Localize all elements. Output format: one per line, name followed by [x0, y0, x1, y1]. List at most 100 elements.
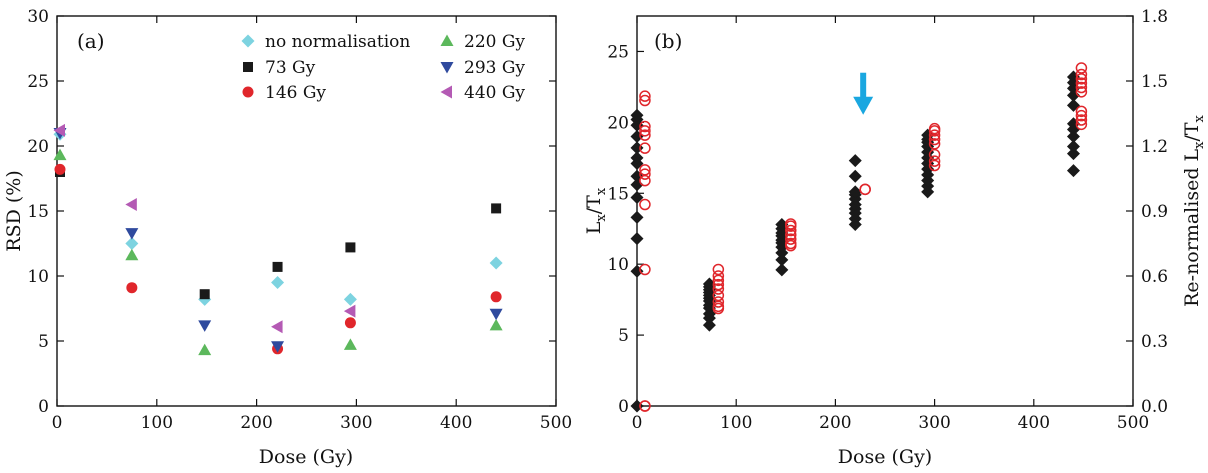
data-point [785, 229, 797, 241]
x-tick-label: 0 [632, 413, 643, 433]
data-point [712, 270, 725, 282]
data-point [630, 210, 644, 224]
data-point [639, 120, 651, 133]
y-tick-label: 0.6 [1141, 267, 1168, 287]
legend-label: 146 Gy [265, 83, 326, 103]
y-tick-label: 10 [27, 267, 49, 287]
data-point [198, 320, 212, 332]
y-tick-label: 0 [38, 397, 49, 417]
data-point [1075, 105, 1088, 118]
legend-marker [440, 85, 452, 99]
data-point [712, 283, 725, 295]
y-tick-label: 5 [618, 326, 629, 346]
y-tick-label: 5 [38, 332, 49, 352]
data-point [928, 155, 941, 167]
data-point [1075, 118, 1088, 131]
y-tick-label: 25 [27, 72, 49, 92]
data-point [1075, 77, 1088, 89]
data-point [1075, 81, 1088, 94]
data-point [639, 94, 651, 107]
y-tick-label: 15 [607, 184, 629, 204]
data-point [928, 129, 941, 141]
y-tick-label: 1.8 [1141, 7, 1168, 27]
legend-marker [243, 62, 253, 72]
panel-b-y2label: Re-normalised Lx/Tx [1181, 114, 1207, 306]
y-tick-label: 30 [27, 7, 49, 27]
data-point [859, 183, 871, 196]
data-point [639, 142, 651, 154]
arrow-head [853, 96, 874, 115]
panel-b-ylabel: Lx/Tx [583, 187, 609, 234]
y-tick-label: 0.3 [1141, 332, 1168, 352]
panel-b-label: (b) [654, 29, 682, 53]
data-point [639, 164, 651, 176]
data-point [785, 218, 797, 230]
panel-a-x-axis: 0 100 200 300 400 500 [52, 16, 572, 433]
data-point [489, 256, 503, 270]
y-tick-label: 20 [27, 137, 49, 157]
data-point [489, 308, 503, 321]
data-point [125, 228, 139, 240]
data-point [199, 289, 210, 300]
ylabel-lx-tx: Lx/Tx [583, 187, 609, 234]
x-tick-label: 200 [240, 413, 272, 433]
panel-a-ylabel: RSD (%) [3, 170, 25, 251]
data-point [1066, 147, 1080, 161]
data-point [639, 125, 651, 137]
x-tick-label: 400 [440, 413, 472, 433]
panel-a-label: (a) [77, 29, 105, 53]
data-point [630, 191, 644, 205]
data-point [928, 122, 941, 135]
y-tick-label: 0.9 [1141, 202, 1168, 222]
x-tick-label: 100 [720, 413, 752, 433]
x-tick-label: 400 [1018, 413, 1050, 433]
data-point [1066, 139, 1080, 153]
data-point [848, 185, 862, 199]
data-point [928, 148, 941, 161]
data-point [271, 320, 283, 334]
data-point [712, 300, 725, 313]
x-tick-label: 300 [918, 413, 950, 433]
y-tick-label: 20 [607, 113, 629, 133]
data-point [489, 318, 503, 331]
data-point [928, 138, 941, 150]
panel-b-x-axis: 0 100 200 300 400 500 [632, 16, 1149, 433]
x-tick-label: 0 [52, 413, 63, 433]
data-point [125, 248, 139, 261]
data-point [712, 296, 725, 308]
data-point [198, 343, 212, 356]
data-point [639, 90, 651, 102]
data-point [343, 338, 357, 350]
data-point [126, 282, 138, 294]
data-point [630, 232, 644, 246]
y-tick-label: 0.0 [1141, 397, 1168, 417]
legend-marker [440, 34, 454, 46]
panel-b-xlabel: Dose (Gy) [838, 446, 932, 468]
panel-b-y2-axis: 0.0 0.3 0.6 0.9 1.2 1.5 1.8 [1126, 7, 1168, 417]
data-point [639, 168, 651, 180]
arrow-shaft [860, 72, 867, 99]
x-tick-label: 200 [819, 413, 851, 433]
data-point [712, 289, 725, 302]
data-point [343, 304, 356, 318]
data-point [702, 318, 716, 332]
legend-marker [241, 34, 255, 48]
data-point [712, 278, 725, 291]
panel-b-y-axis: 0 5 10 15 20 25 [607, 42, 644, 417]
data-point [639, 263, 651, 276]
data-point [345, 242, 356, 253]
panel-a-y-axis: 0 5 10 15 20 25 30 [27, 7, 556, 417]
x-tick-label: 300 [340, 413, 372, 433]
x-tick-label: 500 [1117, 413, 1149, 433]
data-point [848, 154, 862, 168]
data-point [125, 237, 139, 250]
data-point [53, 123, 65, 137]
data-point [490, 291, 502, 303]
legend-label: 440 Gy [464, 83, 525, 103]
x-tick-label: 100 [141, 413, 173, 433]
data-point [639, 400, 651, 412]
data-point [785, 224, 797, 237]
data-point [712, 274, 725, 287]
legend-marker [440, 62, 454, 74]
